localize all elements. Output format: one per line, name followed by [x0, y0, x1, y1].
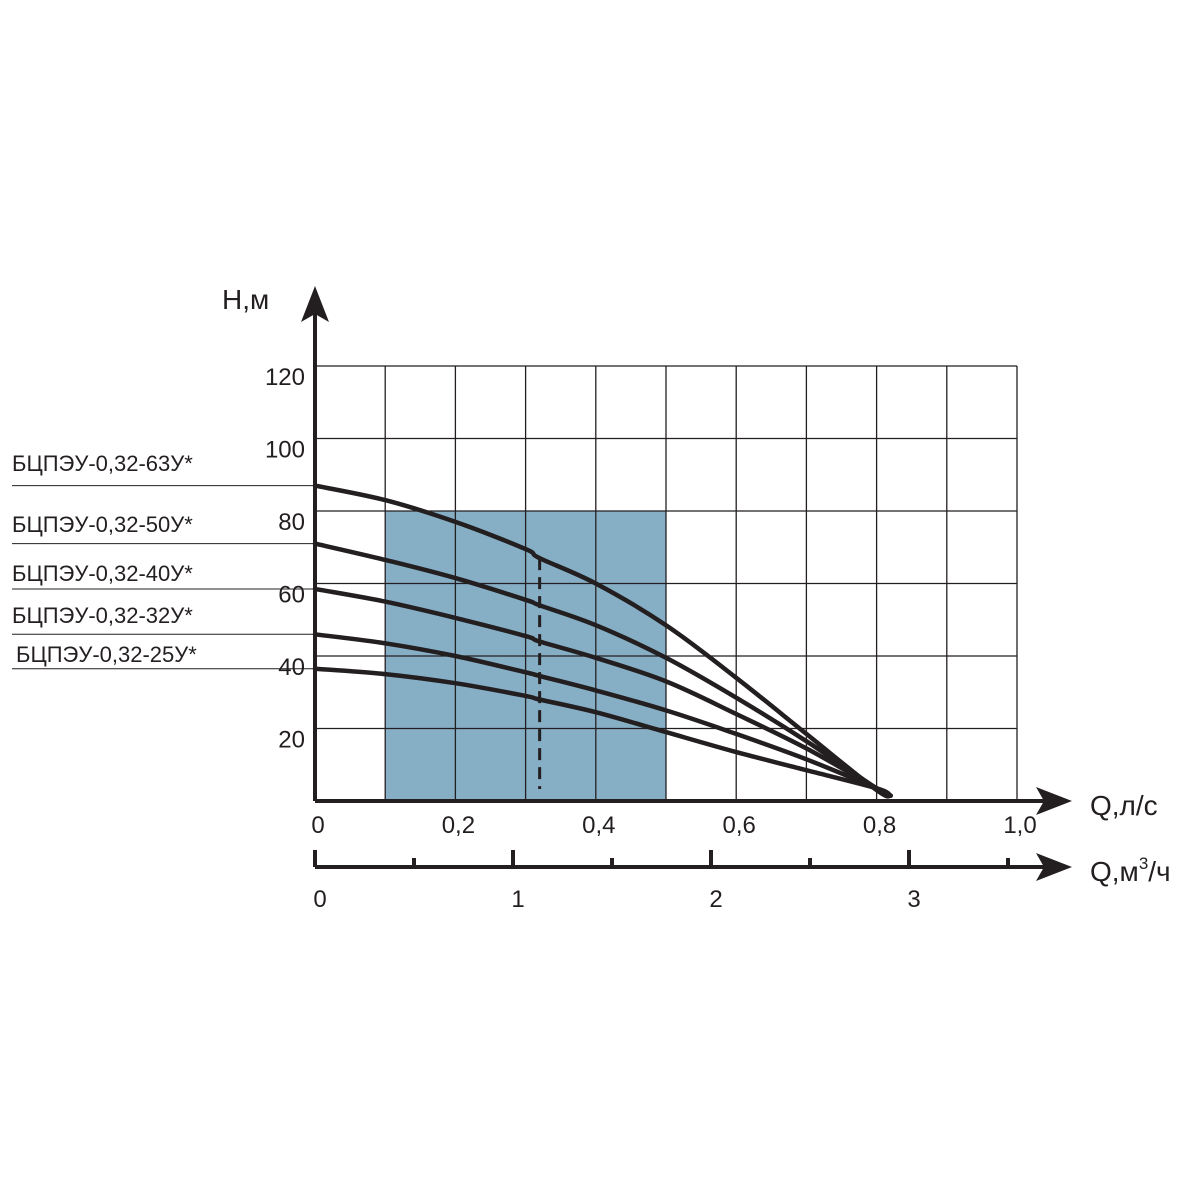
curve-label-1: БЦПЭУ-0,32-63У* [12, 451, 193, 476]
x-axis-title: Q,л/с [1090, 790, 1158, 821]
grid [315, 365, 1018, 801]
y-tick-label: 100 [265, 437, 305, 464]
x2-tick-label: 2 [709, 886, 722, 913]
curve-labels-layer: БЦПЭУ-0,32-63У* БЦПЭУ-0,32-50У* БЦПЭУ-0,32… [12, 451, 315, 670]
x2-axis-title-base: Q,м [1090, 856, 1139, 887]
curve-series-2 [312, 541, 893, 798]
y-axis-title: Н,м [222, 284, 269, 315]
curves-layer [312, 483, 893, 799]
x-tick-label: 1,0 [1003, 812, 1036, 839]
curve-series-5 [312, 666, 893, 798]
y-tick-label: 80 [278, 509, 305, 536]
tick-labels-layer: 120 100 80 60 40 20 0 0,2 0,4 0,6 0,8 1,0 0 1 2 3 [265, 364, 1037, 913]
curve-label-2: БЦПЭУ-0,32-50У* [12, 512, 193, 537]
y-tick-label: 20 [278, 727, 305, 754]
x2-axis-title: Q,м3/ч [1090, 854, 1171, 887]
axes-layer [301, 286, 1072, 881]
curve-label-4: БЦПЭУ-0,32-32У* [12, 603, 193, 628]
x-tick-label: 0,8 [863, 812, 896, 839]
curve-series-3 [312, 586, 893, 798]
curve-series-4 [312, 632, 893, 798]
x2-tick-label: 1 [511, 886, 524, 913]
y-tick-label: 40 [278, 654, 305, 681]
x-tick-label: 0,6 [723, 812, 756, 839]
curve-label-5: БЦПЭУ-0,32-25У* [16, 642, 197, 667]
x2-tick-label: 0 [313, 886, 326, 913]
x-tick-label: 0,2 [442, 812, 475, 839]
y-tick-label: 120 [265, 364, 305, 391]
x-tick-label: 0 [311, 812, 324, 839]
y-axis-arrow [301, 286, 329, 322]
curve-series-1 [312, 483, 893, 799]
x-tick-label: 0,4 [582, 812, 615, 839]
x2-axis-title-tail: /ч [1148, 856, 1170, 887]
curve-label-3: БЦПЭУ-0,32-40У* [12, 561, 193, 586]
x-axis-arrow [1036, 787, 1072, 815]
x2-axis-arrow [1036, 853, 1072, 881]
y-tick-label: 60 [278, 582, 305, 609]
x2-tick-label: 3 [907, 886, 920, 913]
x2-axis-title-sup: 3 [1139, 854, 1148, 873]
